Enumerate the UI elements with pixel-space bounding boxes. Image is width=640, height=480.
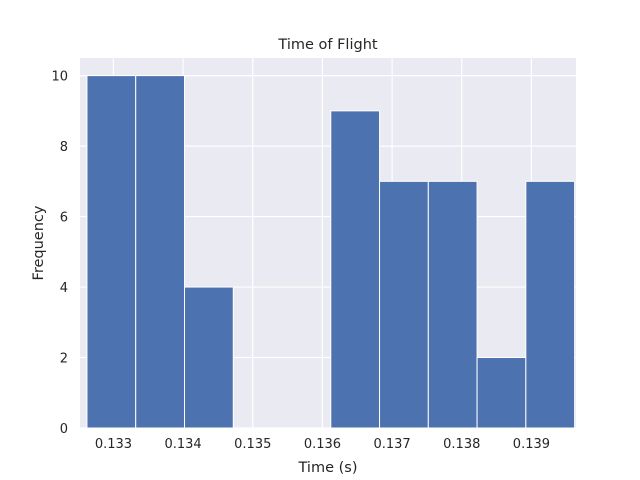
x-tick-label: 0.134 <box>164 437 201 452</box>
histogram-bars <box>86 75 576 429</box>
histogram-bar <box>427 180 478 429</box>
y-tick-label: 4 <box>60 281 68 296</box>
x-axis-label: Time (s) <box>298 460 358 476</box>
histogram-bar <box>476 357 527 429</box>
y-tick-label: 10 <box>51 70 68 85</box>
y-tick-label: 6 <box>60 211 68 226</box>
x-tick-label: 0.138 <box>443 437 480 452</box>
y-tick-label: 0 <box>60 422 68 437</box>
histogram-bar <box>135 75 185 429</box>
x-tick-label: 0.135 <box>234 437 271 452</box>
x-tick-label: 0.136 <box>304 437 341 452</box>
y-axis-label: Frequency <box>31 205 47 280</box>
histogram-bar <box>86 75 137 429</box>
y-tick-label: 8 <box>60 140 68 155</box>
y-tick-label: 2 <box>60 352 68 367</box>
chart-title: Time of Flight <box>277 37 377 53</box>
histogram-bar <box>379 180 429 429</box>
x-tick-label: 0.137 <box>373 437 410 452</box>
histogram-bar <box>330 110 381 429</box>
x-axis-ticks: 0.133 0.134 0.135 0.136 0.137 0.138 0.139 <box>95 437 550 452</box>
x-tick-label: 0.133 <box>95 437 132 452</box>
histogram-bar <box>183 286 234 429</box>
histogram-bar <box>525 180 576 429</box>
y-axis-ticks: 0 2 4 6 8 10 <box>51 70 68 437</box>
x-tick-label: 0.139 <box>513 437 550 452</box>
